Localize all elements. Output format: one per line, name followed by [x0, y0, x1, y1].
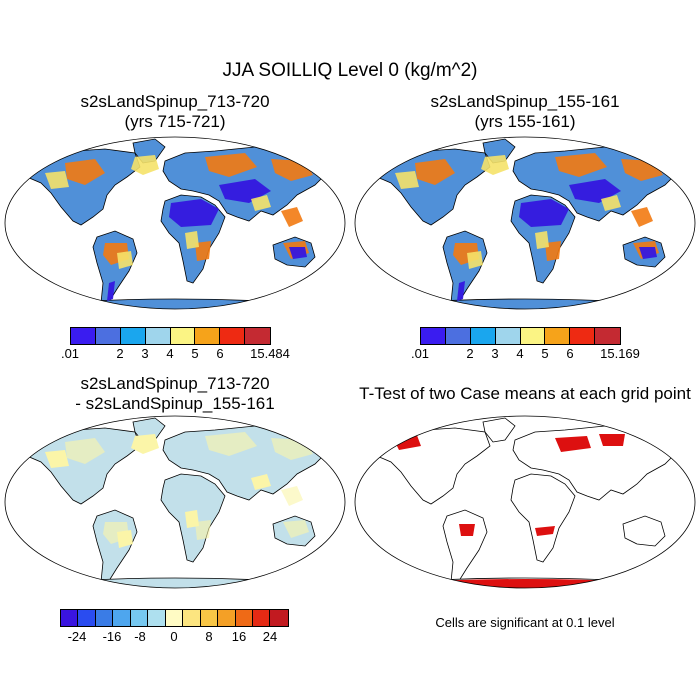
cbar3-swatch-8	[200, 610, 219, 626]
cbar1-swatch-5	[195, 328, 221, 344]
cbar3-swatch-12	[270, 610, 288, 626]
cbar1-swatch-0	[71, 328, 96, 344]
cbar3-label-2: -8	[134, 629, 146, 644]
map-border-1	[4, 136, 346, 310]
figure-title: JJA SOILLIQ Level 0 (kg/m^2)	[222, 60, 478, 81]
significant-cells	[375, 430, 675, 588]
cbar3-swatch-5	[148, 610, 166, 626]
cbar2-label-0: .01	[410, 346, 430, 361]
map-panel-1	[4, 136, 346, 310]
cbar3-swatch-7	[183, 610, 201, 626]
cbar3-label-5: 16	[231, 629, 247, 644]
panel-4-title-line1: T-Test of two Case means at each grid po…	[359, 384, 691, 403]
cbar2-swatch-7	[595, 328, 620, 344]
cbar1-swatch-3	[145, 328, 171, 344]
cbar2-label-6: 15.169	[600, 346, 640, 361]
cbar2-swatch-1	[445, 328, 471, 344]
cbar3-swatch-1	[78, 610, 96, 626]
cbar3-swatch-10	[235, 610, 253, 626]
cbar3-label-0: -24	[67, 629, 87, 644]
cbar1-label-2: 3	[141, 346, 149, 361]
panel-3-title-line1: s2sLandSpinup_713-720	[80, 374, 270, 393]
map-panel-2	[354, 136, 696, 310]
colorbar-field-1	[70, 327, 271, 345]
cbar1-label-3: 4	[166, 346, 174, 361]
cbar2-swatch-5	[545, 328, 571, 344]
cbar2-swatch-0	[421, 328, 446, 344]
panel-3-title-line2: - s2sLandSpinup_155-161	[75, 394, 275, 413]
panel-3-title: s2sLandSpinup_713-720 - s2sLandSpinup_15…	[20, 374, 330, 414]
panel-2-title-line1: s2sLandSpinup_155-161	[430, 92, 620, 111]
map-panel-3	[4, 415, 346, 589]
cbar2-swatch-3	[495, 328, 521, 344]
cbar2-label-4: 5	[541, 346, 549, 361]
cbar3-label-3: 0	[170, 629, 178, 644]
cbar1-swatch-6	[220, 328, 246, 344]
cbar2-swatch-6	[570, 328, 596, 344]
map-border-3	[4, 415, 346, 589]
panel-1-title: s2sLandSpinup_713-720 (yrs 715-721)	[20, 92, 330, 132]
panel-2-title-line2: (yrs 155-161)	[474, 112, 576, 131]
cbar2-label-2: 3	[491, 346, 499, 361]
cbar2-label-1: 2	[466, 346, 474, 361]
cbar1-swatch-7	[245, 328, 270, 344]
panel-2-title: s2sLandSpinup_155-161 (yrs 155-161)	[370, 92, 680, 132]
cbar3-label-1: -16	[102, 629, 122, 644]
cbar2-swatch-2	[470, 328, 496, 344]
cbar1-label-4: 5	[191, 346, 199, 361]
cbar3-swatch-4	[130, 610, 149, 626]
cbar1-swatch-1	[95, 328, 121, 344]
cbar1-swatch-2	[120, 328, 146, 344]
panel-1-title-line2: (yrs 715-721)	[124, 112, 226, 131]
cbar3-swatch-3	[113, 610, 131, 626]
cbar1-label-0: .01	[60, 346, 80, 361]
cbar1-label-5: 6	[216, 346, 224, 361]
cbar3-swatch-11	[252, 610, 271, 626]
cbar1-label-6: 15.484	[250, 346, 290, 361]
cbar2-label-5: 6	[566, 346, 574, 361]
cbar3-swatch-9	[218, 610, 236, 626]
cbar1-label-1: 2	[116, 346, 124, 361]
map-panel-4	[354, 415, 696, 589]
cbar3-swatch-2	[95, 610, 114, 626]
cbar1-swatch-4	[170, 328, 196, 344]
panel-1-title-line1: s2sLandSpinup_713-720	[80, 92, 270, 111]
cbar3-label-4: 8	[205, 629, 213, 644]
cbar2-swatch-4	[520, 328, 546, 344]
cbar2-label-3: 4	[516, 346, 524, 361]
panel-4-title: T-Test of two Case means at each grid po…	[350, 384, 700, 404]
cbar3-label-6: 24	[262, 629, 278, 644]
colorbar-diff	[60, 609, 289, 627]
map-border-4	[354, 415, 696, 589]
cbar3-swatch-6	[165, 610, 184, 626]
colorbar-field-2	[420, 327, 621, 345]
significance-note: Cells are significant at 0.1 level	[435, 615, 615, 630]
cbar3-swatch-0	[61, 610, 79, 626]
map-border-2	[354, 136, 696, 310]
